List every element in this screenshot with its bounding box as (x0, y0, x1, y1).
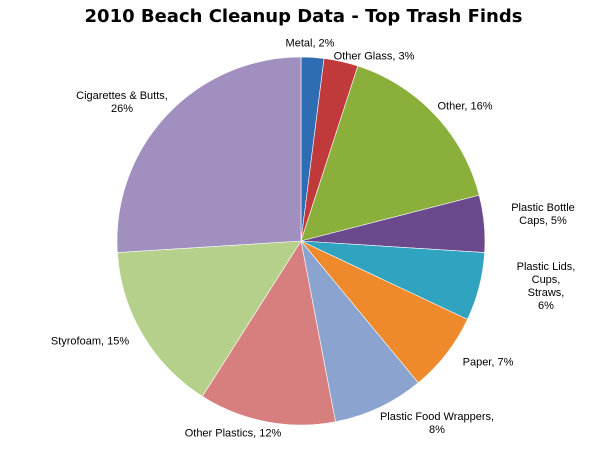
slice-label: Other Glass, 3% (333, 50, 415, 63)
slice-label: Plastic Food Wrappers, 8% (379, 411, 495, 436)
slice-label: Paper, 7% (462, 356, 514, 369)
pie-slice (300, 65, 480, 242)
slice-label: Cigarettes & Butts, 26% (76, 90, 168, 115)
slice-label: Plastic Lids, Cups, Straws, 6% (516, 261, 576, 312)
pie-slice (116, 56, 302, 253)
chart-title: 2010 Beach Cleanup Data - Top Trash Find… (84, 6, 523, 27)
pie-slice (300, 240, 419, 423)
pie-slice (201, 240, 336, 426)
slice-label: Other Plastics, 12% (184, 427, 282, 440)
slice-label: Metal, 2% (285, 37, 335, 50)
slice-label: Styrofoam, 15% (50, 335, 130, 348)
slice-label: Plastic Bottle Caps, 5% (511, 202, 575, 227)
pie-slice (117, 240, 302, 397)
slice-label: Other, 16% (437, 100, 493, 113)
